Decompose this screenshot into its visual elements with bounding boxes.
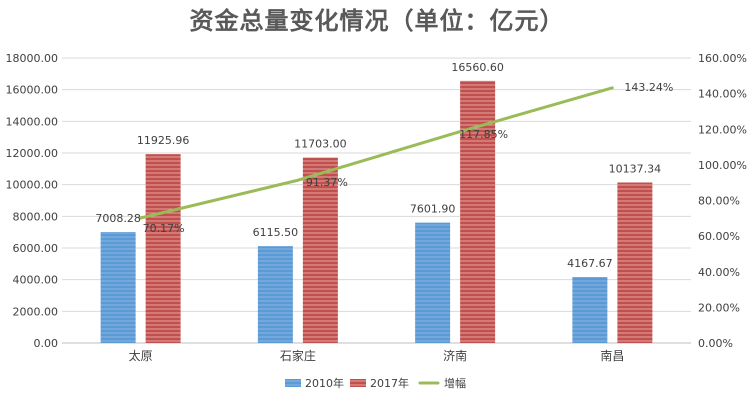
left-axis-tick-label: 14000.00 bbox=[6, 115, 59, 128]
left-axis-tick-label: 4000.00 bbox=[13, 274, 59, 287]
bar-2010-0 bbox=[100, 232, 136, 343]
chart-title: 资金总量变化情况（单位：亿元） bbox=[190, 6, 565, 35]
legend-label-0: 2010年 bbox=[305, 376, 344, 390]
bar-label-2017-0: 11925.96 bbox=[137, 134, 190, 147]
bar-label-2010-2: 7601.90 bbox=[410, 203, 456, 216]
right-axis-tick-label: 0.00% bbox=[698, 337, 733, 350]
growth-line-series bbox=[139, 86, 614, 220]
right-axis-tick-label: 140.00% bbox=[698, 88, 747, 101]
line-label-1: 91.37% bbox=[306, 176, 348, 189]
right-axis-tick-label: 100.00% bbox=[698, 159, 747, 172]
left-axis-tick-label: 0.00 bbox=[34, 337, 59, 350]
category-label-3: 南昌 bbox=[600, 348, 624, 363]
bar-label-2010-0: 7008.28 bbox=[95, 212, 141, 225]
category-label-0: 太原 bbox=[129, 348, 153, 363]
line-label-2: 117.85% bbox=[459, 128, 508, 141]
legend-label-1: 2017年 bbox=[370, 376, 409, 390]
category-label-1: 石家庄 bbox=[280, 348, 316, 363]
legend-swatch-0 bbox=[285, 379, 301, 387]
legend-swatch-1 bbox=[350, 379, 366, 387]
bar-label-2010-3: 4167.67 bbox=[567, 257, 613, 270]
line-label-0: 70.17% bbox=[143, 222, 185, 235]
left-y-axis: 0.00 2000.00 4000.00 6000.00 8000.00 10000.00… bbox=[6, 52, 59, 350]
category-label-2: 济南 bbox=[443, 348, 467, 363]
legend-label-2: 增幅 bbox=[444, 376, 466, 390]
left-axis-tick-label: 2000.00 bbox=[13, 305, 59, 318]
line-label-3: 143.24% bbox=[624, 81, 673, 94]
bar-label-2017-2: 16560.60 bbox=[451, 61, 504, 74]
right-axis-tick-label: 60.00% bbox=[698, 230, 740, 243]
bar-label-2017-3: 10137.34 bbox=[609, 162, 662, 175]
bar-series bbox=[100, 80, 653, 343]
right-axis-tick-label: 80.00% bbox=[698, 195, 740, 208]
left-axis-tick-label: 18000.00 bbox=[6, 52, 59, 65]
right-y-axis: 0.00% 20.00% 40.00% 60.00% 80.00% 100.00% 120.… bbox=[698, 52, 747, 350]
legend: 2010年 2017年 增幅 bbox=[285, 376, 466, 390]
bar-2017-2 bbox=[460, 80, 496, 343]
right-axis-tick-label: 160.00% bbox=[698, 52, 747, 65]
right-axis-tick-label: 40.00% bbox=[698, 266, 740, 279]
bar-2010-2 bbox=[415, 222, 451, 343]
bar-label-2010-1: 6115.50 bbox=[253, 226, 299, 239]
growth-line bbox=[139, 86, 614, 220]
right-axis-tick-label: 20.00% bbox=[698, 301, 740, 314]
data-labels: 7008.28 11925.96 6115.50 11703.00 7601.90 165… bbox=[95, 61, 673, 270]
left-axis-tick-label: 10000.00 bbox=[6, 179, 59, 192]
bar-2017-0 bbox=[145, 154, 181, 343]
left-axis-tick-label: 8000.00 bbox=[13, 210, 59, 223]
left-axis-tick-label: 16000.00 bbox=[6, 84, 59, 97]
left-axis-tick-label: 12000.00 bbox=[6, 147, 59, 160]
left-axis-tick-label: 6000.00 bbox=[13, 242, 59, 255]
bar-2017-3 bbox=[617, 182, 653, 343]
bar-2010-3 bbox=[572, 277, 608, 343]
x-axis-categories: 太原 石家庄 济南 南昌 bbox=[129, 348, 625, 363]
bar-2010-1 bbox=[257, 246, 293, 343]
bar-2017-1 bbox=[302, 157, 338, 343]
right-axis-tick-label: 120.00% bbox=[698, 123, 747, 136]
bar-label-2017-1: 11703.00 bbox=[294, 138, 347, 151]
